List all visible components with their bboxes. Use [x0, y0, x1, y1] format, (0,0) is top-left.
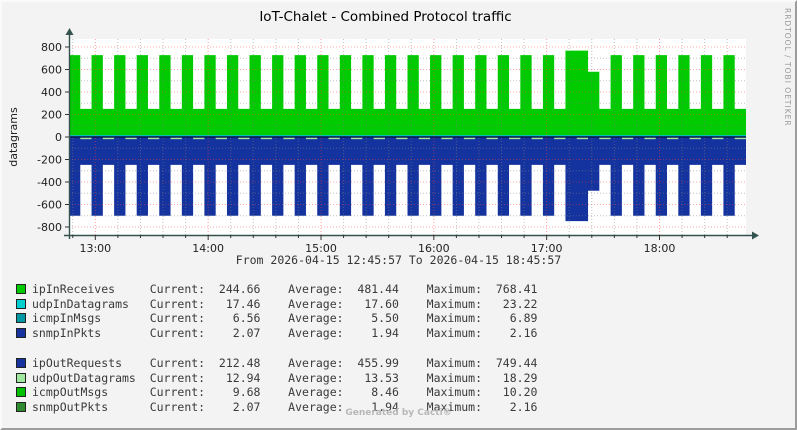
series-dash-udpOutDatagrams	[712, 137, 724, 140]
traffic-chart: 800 600 400 200 0 -200 -400 -600 -800 13:00 14:00 1…	[37, 28, 759, 255]
series-dash-udpOutDatagrams	[531, 137, 543, 140]
legend-text: udpOutDatagrams Current: 12.94 Average: …	[32, 370, 538, 385]
series-dash-udpOutDatagrams	[238, 137, 250, 140]
series-dash-udpOutDatagrams	[396, 137, 408, 140]
series-dash-udpOutDatagrams	[644, 137, 656, 140]
x-tick-label: 13:00	[79, 242, 111, 255]
legend-text: udpInDatagrams Current: 17.46 Average: 1…	[32, 296, 538, 311]
series-dash-udpOutDatagrams	[170, 137, 182, 140]
x-tick-label: 14:00	[192, 242, 224, 255]
legend-row: udpInDatagrams Current: 17.46 Average: 1…	[16, 297, 787, 312]
series-dash-udpOutDatagrams	[734, 137, 746, 140]
graph-title: IoT-Chalet - Combined Protocol traffic	[259, 9, 512, 25]
y-tick-label: -400	[37, 176, 62, 189]
x-tick-label: 17:00	[531, 242, 563, 255]
legend-text: ipOutRequests Current: 212.48 Average: 4…	[32, 356, 538, 371]
legend-text: icmpOutMsgs Current: 9.68 Average: 8.46 …	[32, 385, 538, 400]
series-dash-udpOutDatagrams	[554, 137, 566, 140]
y-tick-label: -200	[37, 154, 62, 167]
series-dash-udpOutDatagrams	[283, 137, 295, 140]
legend-swatch	[16, 358, 26, 369]
series-dash-udpOutDatagrams	[193, 137, 205, 140]
y-axis-arrow	[65, 28, 74, 35]
legend-swatch	[16, 402, 26, 413]
rrdtool-watermark: RRDTOOL / TOBI OETIKER	[783, 8, 792, 127]
series-dash-udpOutDatagrams	[305, 137, 318, 140]
series-dash-udpOutDatagrams	[102, 137, 115, 140]
y-tick-label: 800	[41, 41, 62, 54]
series-dash-udpOutDatagrams	[351, 137, 363, 140]
legend-swatch	[16, 328, 26, 339]
legend-row: snmpOutPkts Current: 2.07 Average: 1.94 …	[16, 400, 787, 415]
legend-swatch	[16, 313, 26, 324]
series-dash-udpOutDatagrams	[599, 137, 611, 140]
legend-row: snmpInPkts Current: 2.07 Average: 1.94 M…	[16, 326, 787, 341]
series-area-ipInReceives	[69, 50, 746, 137]
y-tick-label: 0	[55, 131, 62, 144]
series-dash-udpOutDatagrams	[147, 137, 160, 140]
x-tick-label: 18:00	[644, 242, 676, 255]
legend-row: ipInReceives Current: 244.66 Average: 48…	[16, 282, 787, 297]
x-tick-label: 16:00	[418, 242, 450, 255]
legend-swatch	[16, 284, 26, 295]
time-range-label: From 2026-04-15 12:45:57 To 2026-04-15 1…	[235, 253, 562, 267]
legend-block-in: ipInReceives Current: 244.66 Average: 48…	[16, 282, 787, 340]
y-tick-label: -600	[37, 199, 62, 212]
series-dash-udpOutDatagrams	[689, 137, 701, 140]
series-dash-udpOutDatagrams	[418, 137, 431, 140]
series-dash-udpOutDatagrams	[125, 137, 137, 140]
series-dash-udpOutDatagrams	[463, 137, 476, 140]
x-tick-label: 15:00	[305, 242, 337, 255]
legend-row: udpOutDatagrams Current: 12.94 Average: …	[16, 371, 787, 386]
legend-text: snmpInPkts Current: 2.07 Average: 1.94 M…	[32, 326, 538, 341]
legend-row: icmpOutMsgs Current: 9.68 Average: 8.46 …	[16, 385, 787, 400]
series-dash-udpOutDatagrams	[441, 137, 453, 140]
series-dash-udpOutDatagrams	[621, 137, 634, 140]
series-dash-udpOutDatagrams	[509, 137, 521, 140]
series-dash-udpOutDatagrams	[373, 137, 385, 140]
generated-by-label: Generated by Cacti®	[345, 408, 452, 418]
legend-text: ipInReceives Current: 244.66 Average: 48…	[32, 282, 538, 297]
series-dash-udpOutDatagrams	[260, 137, 273, 140]
series-dash-udpOutDatagrams	[215, 137, 227, 140]
series-dash-udpOutDatagrams	[328, 137, 340, 140]
series-dash-udpOutDatagrams	[667, 137, 679, 140]
legend-block-out: ipOutRequests Current: 212.48 Average: 4…	[16, 356, 787, 414]
series-dash-udpOutDatagrams	[80, 137, 92, 140]
series-dash-udpOutDatagrams	[576, 137, 589, 140]
legend-swatch	[16, 387, 26, 398]
y-tick-label: -800	[37, 221, 62, 234]
legend-swatch	[16, 298, 26, 309]
y-tick-label: 600	[41, 64, 62, 77]
y-tick-label: 400	[41, 86, 62, 99]
legend-swatch	[16, 372, 26, 383]
legend-row: ipOutRequests Current: 212.48 Average: 4…	[16, 356, 787, 371]
legend-text: snmpOutPkts Current: 2.07 Average: 1.94 …	[32, 400, 538, 415]
x-axis-arrow	[752, 231, 759, 240]
legend-row: icmpInMsgs Current: 6.56 Average: 5.50 M…	[16, 311, 787, 326]
series-dash-udpOutDatagrams	[486, 137, 498, 140]
series-area-ipOutRequests	[69, 137, 746, 222]
legend-text: icmpInMsgs Current: 6.56 Average: 5.50 M…	[32, 311, 538, 326]
y-tick-label: 200	[41, 109, 62, 122]
